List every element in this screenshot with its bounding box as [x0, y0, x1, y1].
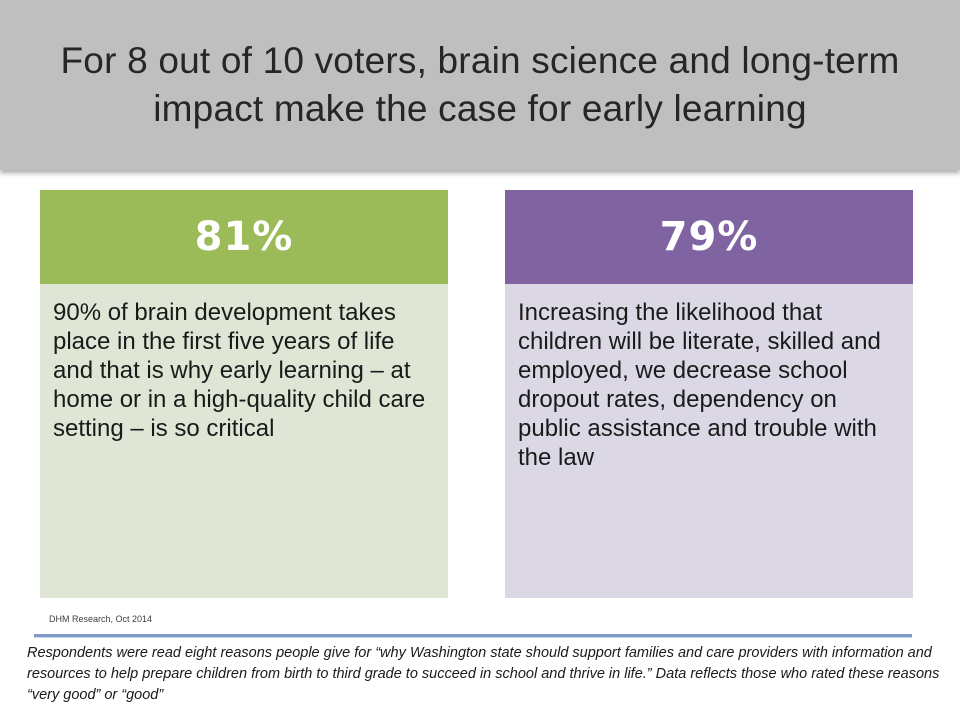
title-band: For 8 out of 10 voters, brain science an… — [0, 0, 960, 170]
stat-card-body: Increasing the likelihood that children … — [505, 284, 913, 598]
divider — [34, 634, 912, 638]
stat-card-brain-development: 81% 90% of brain development takes place… — [40, 190, 448, 598]
stat-description: 90% of brain development takes place in … — [53, 299, 426, 442]
stat-card-long-term-impact: 79% Increasing the likelihood that child… — [505, 190, 913, 598]
stat-card-body: 90% of brain development takes place in … — [40, 284, 448, 598]
stat-percent: 79% — [659, 214, 759, 260]
stat-percent: 81% — [194, 214, 294, 260]
stat-card-header: 81% — [40, 190, 448, 284]
source-citation: DHM Research, Oct 2014 — [49, 614, 153, 624]
stat-description: Increasing the likelihood that children … — [518, 299, 881, 471]
slide-title: For 8 out of 10 voters, brain science an… — [60, 40, 900, 129]
stat-card-header: 79% — [505, 190, 913, 284]
footnote: Respondents were read eight reasons peop… — [27, 645, 940, 703]
